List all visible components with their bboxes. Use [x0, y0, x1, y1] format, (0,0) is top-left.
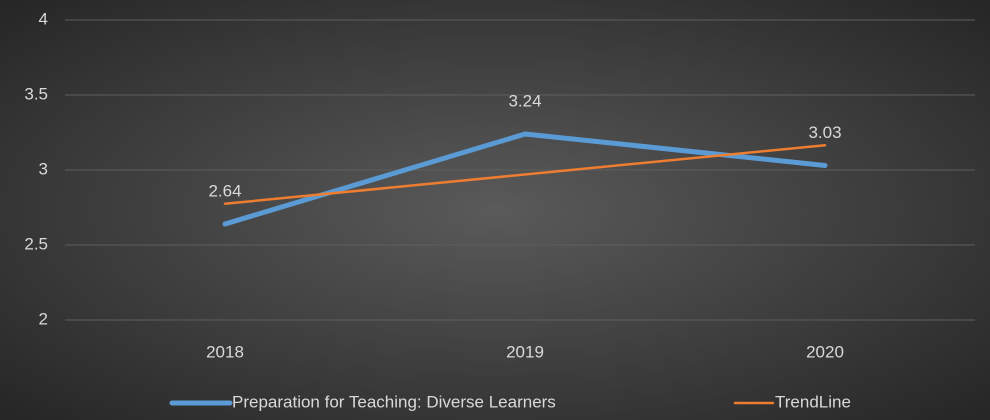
- x-tick-label: 2020: [806, 342, 844, 361]
- y-tick-label: 3.5: [24, 84, 48, 103]
- data-label: 2.64: [208, 181, 241, 200]
- x-tick-label: 2019: [506, 342, 544, 361]
- y-tick-label: 3: [39, 159, 48, 178]
- legend-label: TrendLine: [775, 392, 851, 411]
- y-tick-label: 2: [39, 309, 48, 328]
- series-line: [223, 144, 827, 205]
- y-tick-label: 4: [39, 9, 48, 28]
- y-tick-label: 2.5: [24, 234, 48, 253]
- x-tick-label: 2018: [206, 342, 244, 361]
- legend-label: Preparation for Teaching: Diverse Learne…: [232, 392, 556, 411]
- data-label: 3.24: [508, 91, 541, 110]
- data-label: 3.03: [808, 123, 841, 142]
